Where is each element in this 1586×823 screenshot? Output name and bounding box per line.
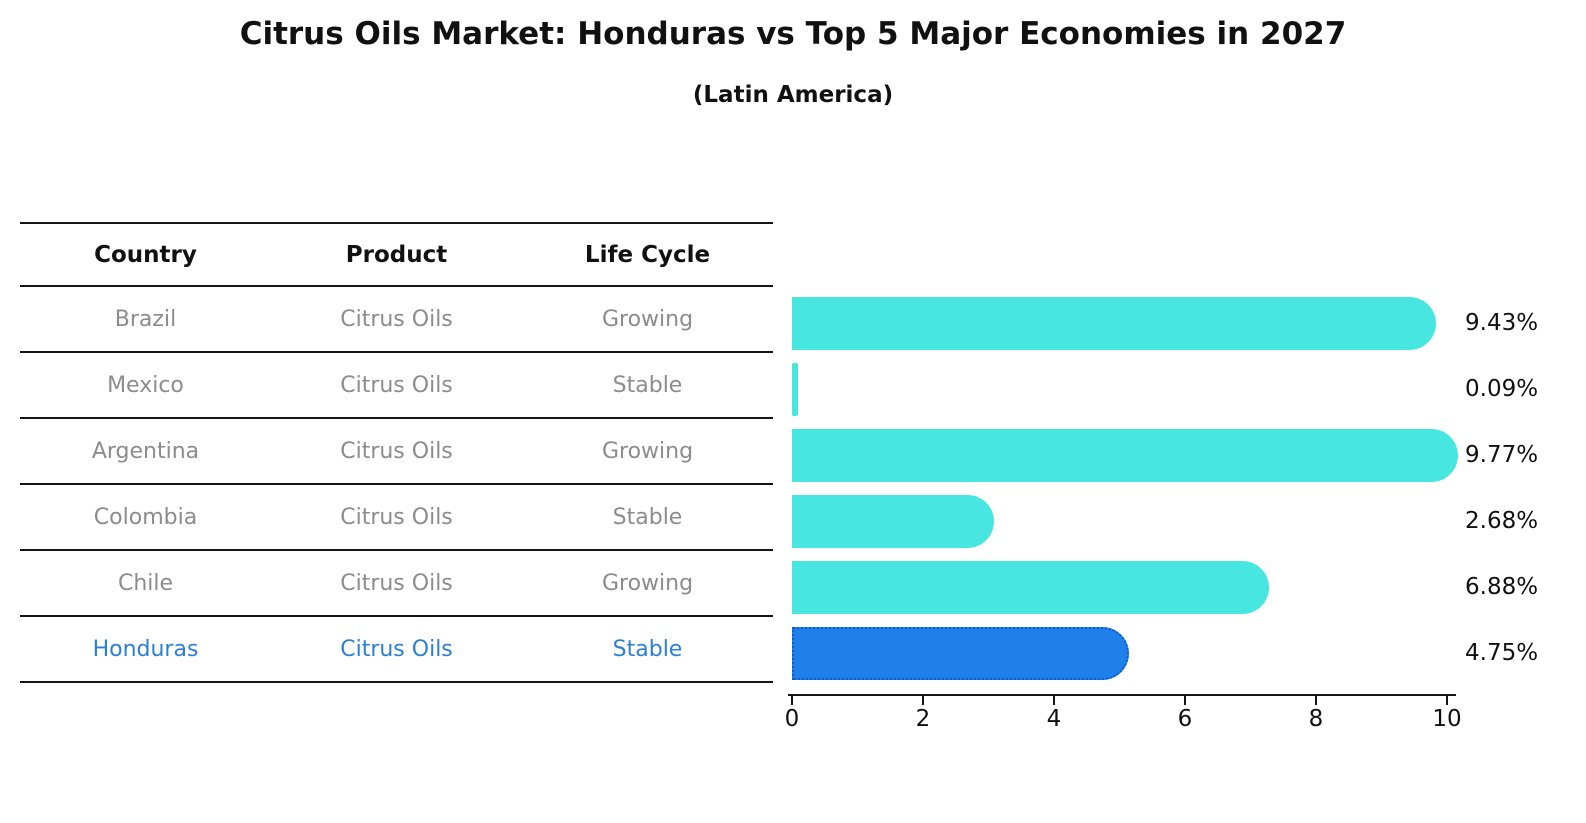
- bar-mexico: [792, 363, 798, 416]
- cell-life-cycle: Stable: [612, 372, 683, 398]
- cell-life-cycle: Growing: [601, 306, 694, 332]
- chart-title: Citrus Oils Market: Honduras vs Top 5 Ma…: [239, 16, 1347, 52]
- table-row-honduras: Honduras Citrus Oils Stable: [20, 617, 773, 683]
- cell-product: Citrus Oils: [340, 504, 453, 530]
- x-tick-label-2: 2: [915, 706, 931, 732]
- table-row-brazil: Brazil Citrus Oils Growing: [20, 287, 773, 353]
- bar-colombia: [792, 495, 994, 548]
- cell-product: Citrus Oils: [340, 636, 453, 662]
- cell-country: Brazil: [114, 306, 177, 332]
- x-tick-mark-2: [922, 696, 924, 705]
- cell-life-cycle: Stable: [612, 504, 683, 530]
- header-country: Country: [94, 241, 197, 268]
- cell-country: Argentina: [91, 438, 200, 464]
- header-product: Product: [345, 241, 448, 268]
- cell-life-cycle: Growing: [601, 570, 694, 596]
- x-tick-label-10: 10: [1432, 706, 1462, 732]
- x-tick-label-8: 8: [1308, 706, 1324, 732]
- x-tick-label-4: 4: [1046, 706, 1062, 732]
- x-tick-mark-6: [1184, 696, 1186, 705]
- cell-product: Citrus Oils: [340, 438, 453, 464]
- country-table: Country Product Life Cycle Brazil Citrus …: [20, 222, 773, 683]
- bar-chile: [792, 561, 1269, 614]
- cell-product: Citrus Oils: [340, 372, 453, 398]
- cell-country: Colombia: [93, 504, 198, 530]
- cell-product: Citrus Oils: [340, 570, 453, 596]
- table-row-chile: Chile Citrus Oils Growing: [20, 551, 773, 617]
- table-row-colombia: Colombia Citrus Oils Stable: [20, 485, 773, 551]
- table-row-argentina: Argentina Citrus Oils Growing: [20, 419, 773, 485]
- x-axis-line: [788, 694, 1456, 696]
- x-tick-mark-0: [791, 696, 793, 705]
- bar-honduras: [792, 627, 1130, 680]
- header-life-cycle: Life Cycle: [584, 241, 711, 268]
- x-tick-label-0: 0: [784, 706, 800, 732]
- bar-argentina: [792, 429, 1458, 482]
- cell-life-cycle: Growing: [601, 438, 694, 464]
- bar-value-argentina: 9.77%: [1465, 442, 1539, 468]
- cell-country: Chile: [117, 570, 174, 596]
- cell-life-cycle: Stable: [612, 636, 683, 662]
- chart-subtitle: (Latin America): [692, 82, 894, 108]
- cell-product: Citrus Oils: [340, 306, 453, 332]
- table-row-mexico: Mexico Citrus Oils Stable: [20, 353, 773, 419]
- x-tick-label-6: 6: [1177, 706, 1193, 732]
- table-header-row: Country Product Life Cycle: [20, 224, 773, 287]
- bar-value-mexico: 0.09%: [1465, 376, 1539, 402]
- x-tick-mark-4: [1053, 696, 1055, 705]
- cell-country: Honduras: [92, 636, 199, 662]
- bar-value-brazil: 9.43%: [1465, 310, 1539, 336]
- cell-country: Mexico: [107, 372, 184, 398]
- bar-brazil: [792, 297, 1436, 350]
- x-tick-mark-10: [1446, 696, 1448, 705]
- bar-value-chile: 6.88%: [1465, 574, 1539, 600]
- x-tick-mark-8: [1315, 696, 1317, 705]
- bar-value-honduras: 4.75%: [1465, 640, 1539, 666]
- bar-value-colombia: 2.68%: [1465, 508, 1539, 534]
